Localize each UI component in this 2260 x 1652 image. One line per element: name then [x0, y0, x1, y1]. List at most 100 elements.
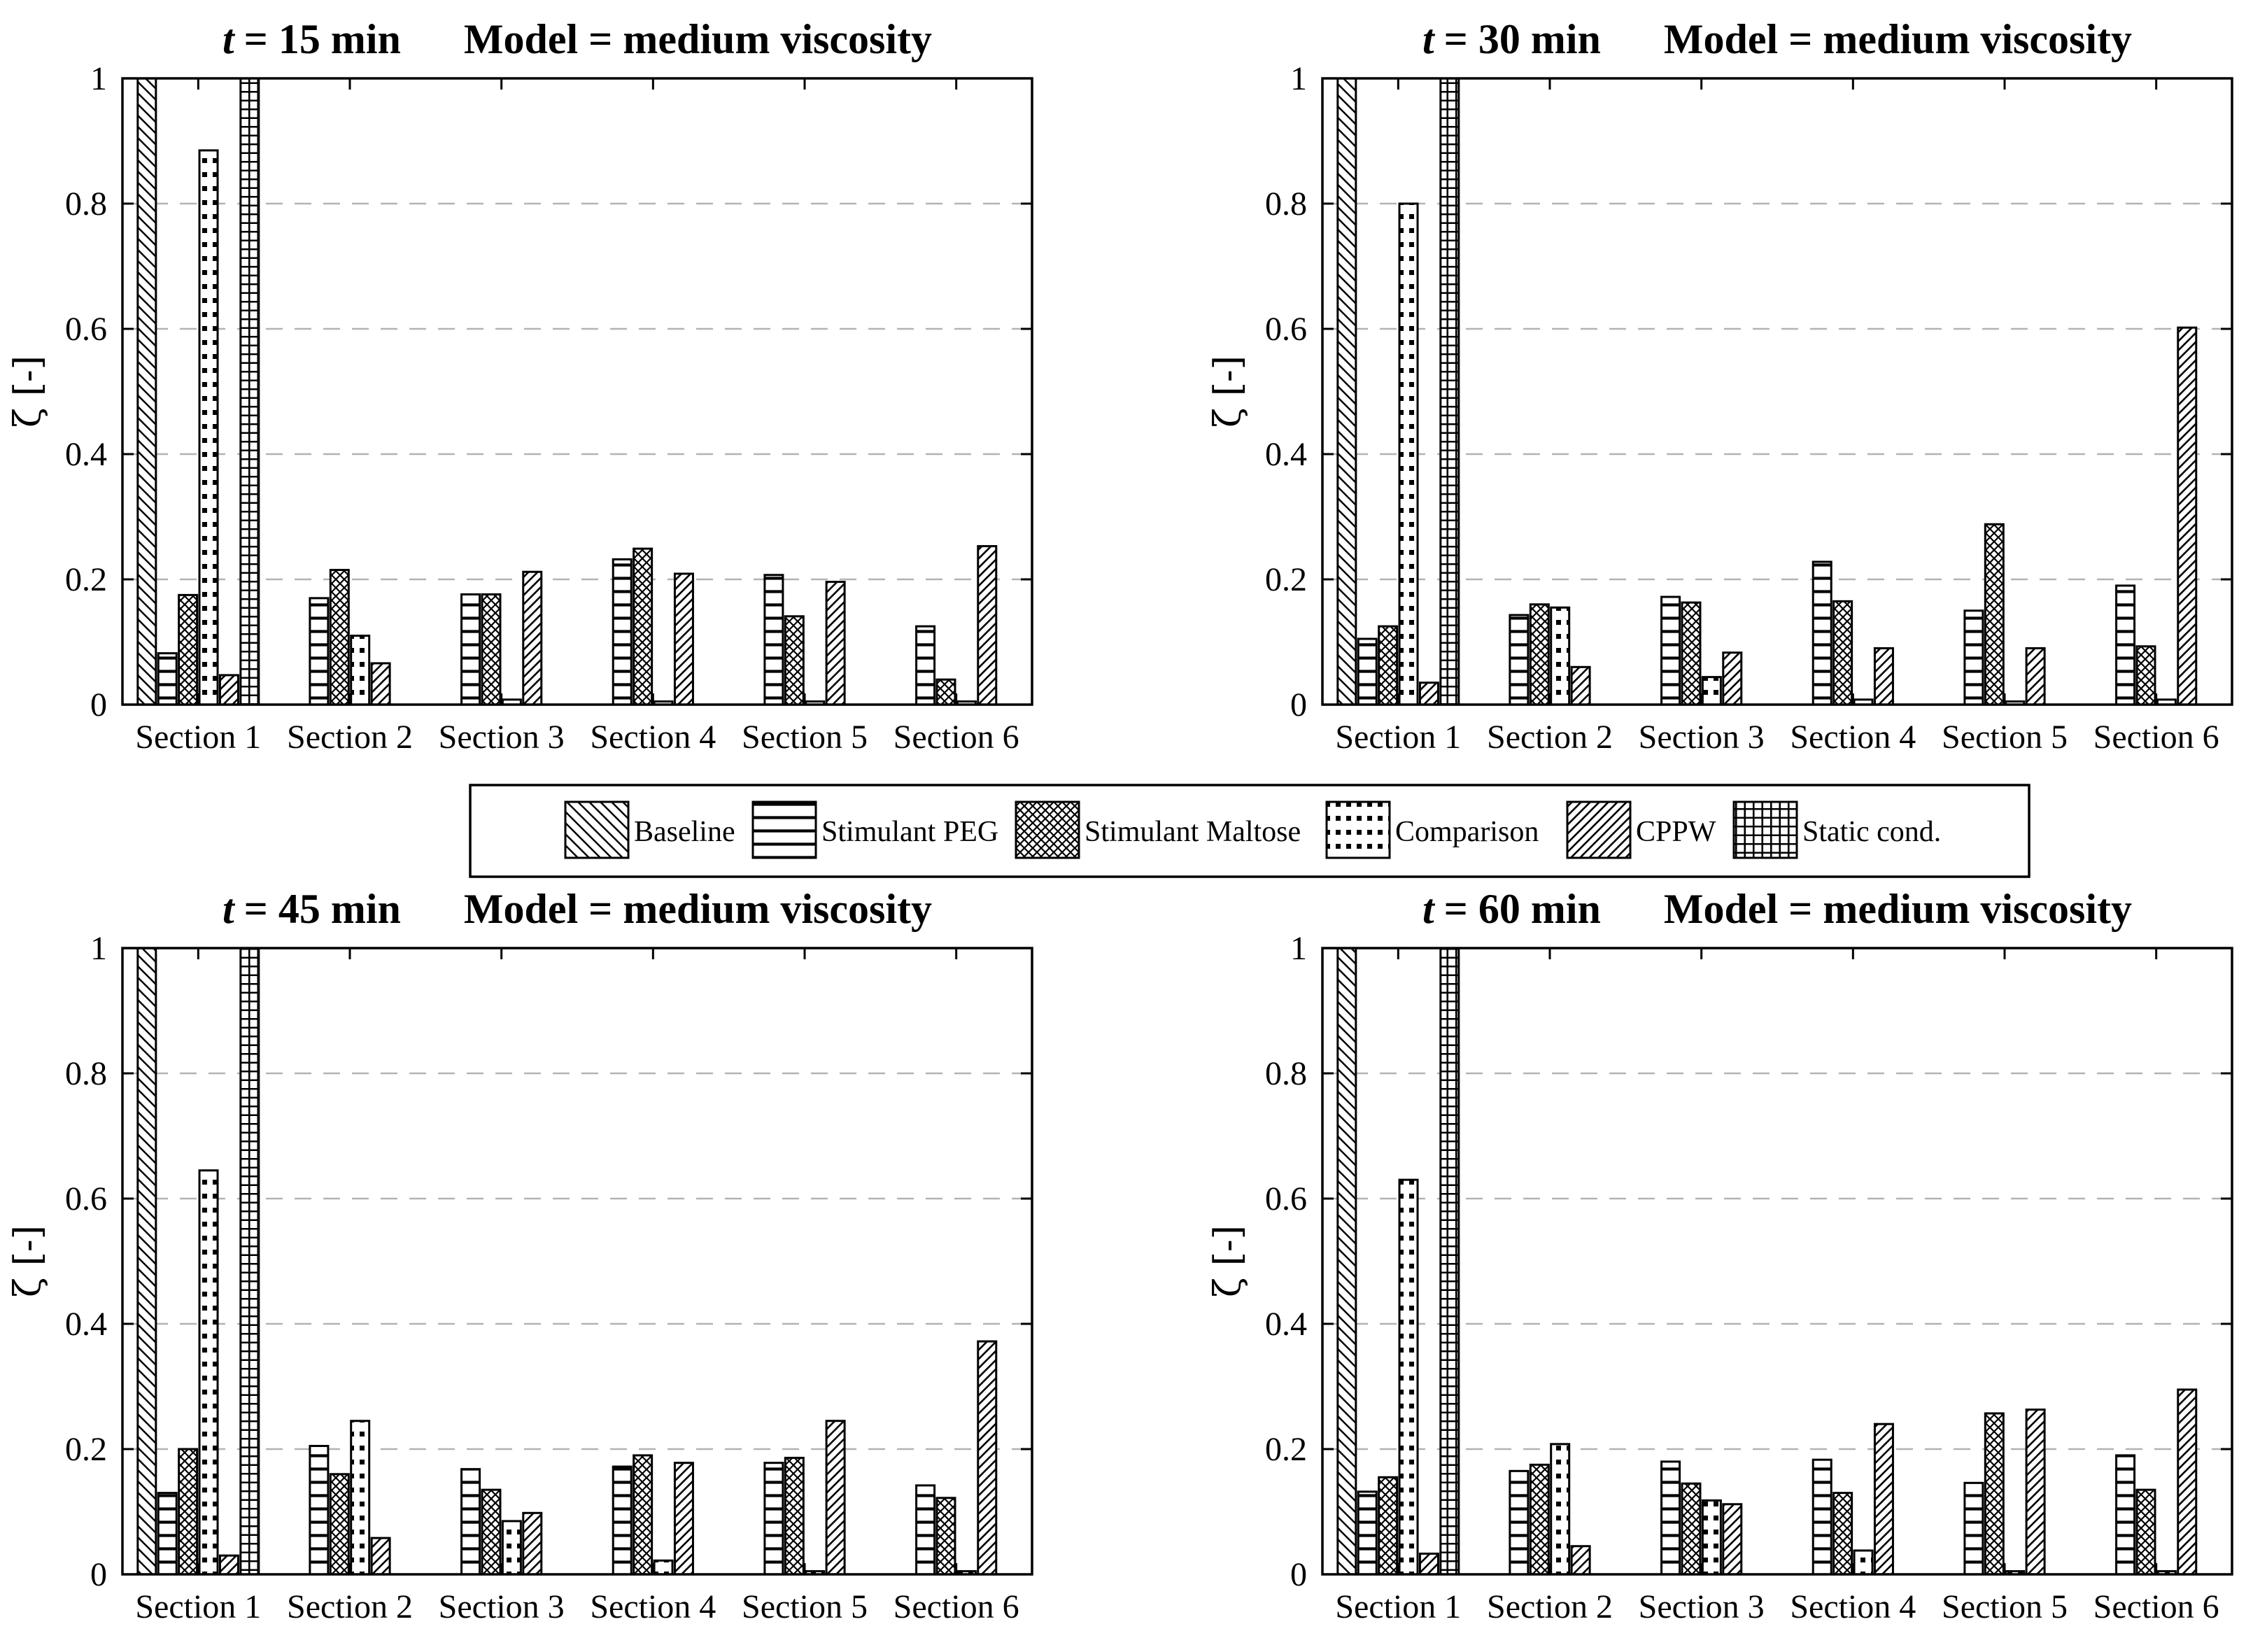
- bar: [309, 1445, 330, 1576]
- bar: [1701, 676, 1722, 706]
- bar: [633, 1454, 654, 1576]
- bar: [239, 947, 260, 1576]
- y-tick-label: 1: [1290, 60, 1307, 97]
- bar: [218, 674, 239, 706]
- y-tick-label: 0.6: [65, 311, 107, 348]
- legend-swatch-maltose: [1015, 800, 1080, 859]
- legend-label: CPPW: [1636, 816, 1716, 848]
- bar: [633, 547, 654, 706]
- x-axis-category-label: Section 1: [1335, 719, 1461, 756]
- bar: [1550, 606, 1571, 706]
- bar: [1660, 1460, 1681, 1576]
- plot-area: [1322, 77, 2232, 706]
- y-tick-label: 0.4: [1265, 436, 1307, 473]
- axes-box: [1321, 77, 2233, 706]
- bar: [329, 1473, 350, 1576]
- bar: [673, 1462, 694, 1576]
- bar: [481, 593, 502, 706]
- bar: [309, 597, 330, 706]
- plot-area: [122, 77, 1032, 706]
- legend-label: Comparison: [1395, 816, 1539, 848]
- y-axis-label: ζ [-]: [7, 355, 49, 428]
- x-axis-category-label: Section 3: [439, 719, 565, 756]
- y-tick-label: 0.4: [65, 436, 107, 473]
- x-axis-category-label: Section 6: [894, 719, 1019, 756]
- bar: [915, 625, 936, 706]
- y-tick-label: 0.6: [1265, 311, 1307, 348]
- title-time-value: = 30 min: [1444, 16, 1601, 62]
- bar: [136, 77, 157, 706]
- bar: [784, 1457, 805, 1576]
- panel-title: t = 30 min Model = medium viscosity: [1422, 16, 2132, 62]
- bar: [522, 570, 543, 706]
- bar: [2177, 326, 2198, 706]
- y-axis-label: ζ [-]: [1207, 1225, 1249, 1297]
- x-axis-category-label: Section 2: [1487, 1588, 1613, 1625]
- x-axis-category-label: Section 3: [439, 1588, 565, 1625]
- bar: [1722, 1503, 1743, 1576]
- bar: [350, 1420, 371, 1576]
- y-tick-label: 0: [90, 1556, 107, 1593]
- title-model: Model = medium viscosity: [464, 886, 932, 932]
- y-tick-label: 0.8: [1265, 1055, 1307, 1092]
- bar: [239, 77, 260, 706]
- y-tick-label: 1: [1290, 930, 1307, 967]
- bar: [2115, 584, 2136, 706]
- legend-label: Stimulant Maltose: [1085, 816, 1301, 848]
- x-axis-category-label: Section 6: [894, 1588, 1019, 1625]
- bar: [136, 947, 157, 1576]
- title-time-symbol: t: [223, 16, 236, 62]
- plot-area: [122, 947, 1032, 1576]
- bar: [2025, 1409, 2046, 1576]
- x-axis-category-label: Section 3: [1639, 1588, 1765, 1625]
- bar: [1357, 1490, 1378, 1576]
- y-tick-label: 0: [1290, 1556, 1307, 1593]
- y-axis-label: ζ [-]: [1207, 355, 1249, 428]
- bar: [1529, 603, 1550, 706]
- panel-t15: 0 0.2 0.4 0.6 0.8 1 Section 1 Section 2 Section …: [7, 16, 1033, 756]
- bar: [1701, 1499, 1722, 1576]
- x-axis-category-label: Section 4: [1790, 1588, 1916, 1625]
- panel-t30: 0 0.2 0.4 0.6 0.8 1 Section 1 Section 2 Section …: [1207, 16, 2233, 756]
- bar: [977, 1340, 998, 1576]
- legend-swatch-peg: [751, 800, 817, 859]
- bar: [481, 1488, 502, 1576]
- y-tick-label: 0.6: [1265, 1180, 1307, 1217]
- y-tick-label: 0.2: [65, 1431, 107, 1468]
- panel-title: t = 45 min Model = medium viscosity: [223, 886, 932, 932]
- bar: [370, 1537, 391, 1576]
- bar: [1873, 647, 1894, 706]
- title-model: Model = medium viscosity: [464, 16, 932, 62]
- x-axis-category-label: Section 6: [2093, 1588, 2219, 1625]
- bar: [1984, 1412, 2005, 1576]
- bar: [1832, 1492, 1853, 1576]
- bar: [653, 1559, 674, 1576]
- y-tick-label: 0.8: [65, 185, 107, 223]
- bar: [350, 635, 371, 706]
- bar: [2135, 1488, 2156, 1576]
- bar: [460, 593, 481, 706]
- x-axis-category-label: Section 4: [590, 719, 716, 756]
- bar: [1529, 1463, 1550, 1576]
- legend-item: Comparison: [1325, 800, 1539, 859]
- bar: [460, 1468, 481, 1576]
- legend-label: Static cond.: [1802, 816, 1941, 848]
- title-time-value: = 15 min: [244, 16, 401, 62]
- bar: [763, 1462, 784, 1576]
- bar: [178, 1448, 199, 1576]
- bar: [1550, 1443, 1571, 1576]
- bar: [1570, 665, 1591, 706]
- x-axis-category-label: Section 5: [1942, 719, 2068, 756]
- y-tick-label: 0.2: [1265, 561, 1307, 598]
- bar: [1873, 1422, 1894, 1576]
- bar: [157, 652, 178, 706]
- bar: [1963, 609, 1984, 706]
- bar: [198, 149, 219, 706]
- x-axis-category-label: Section 3: [1639, 719, 1765, 756]
- bar: [763, 574, 784, 706]
- bar: [1681, 601, 1702, 706]
- bar: [1398, 1178, 1419, 1576]
- bar: [1660, 595, 1681, 706]
- bar: [1984, 523, 2005, 706]
